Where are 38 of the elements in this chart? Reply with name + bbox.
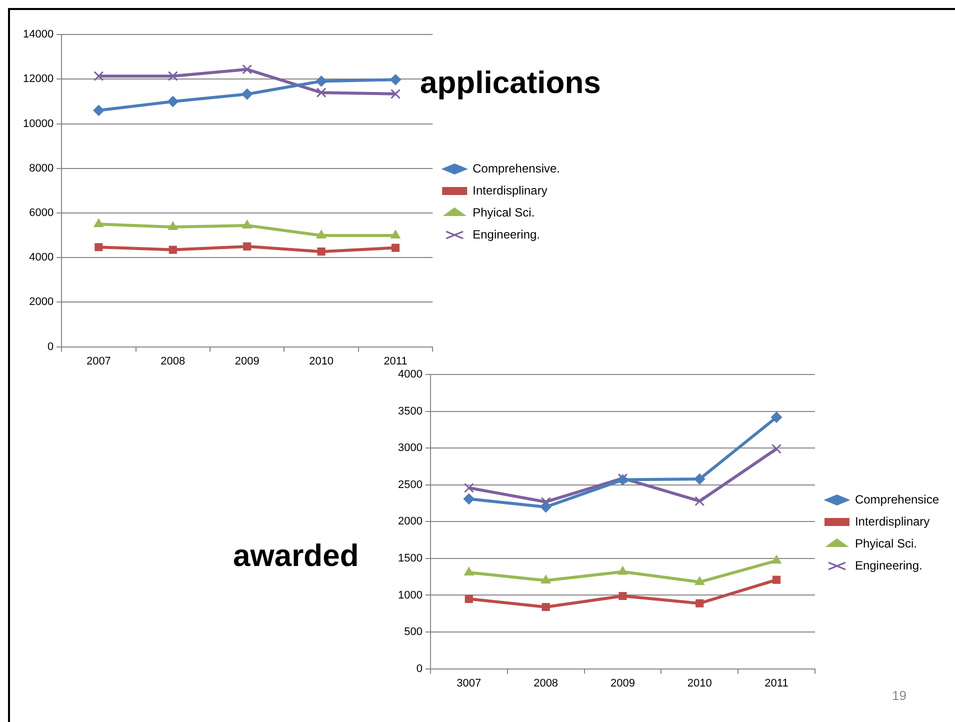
- legend-label: Engineering.: [854, 558, 922, 572]
- legend-label: Engineering.: [472, 227, 540, 242]
- y-tick-label: 0: [416, 662, 422, 675]
- text: 19: [892, 688, 906, 703]
- y-tick-label: 8000: [29, 162, 54, 174]
- x-tick-label: 3007: [456, 677, 482, 690]
- legend-label: Interdisplinary: [472, 183, 548, 198]
- y-tick-label: 6000: [29, 207, 54, 220]
- x-tick-label: 2011: [384, 355, 408, 368]
- x-tick-label: 2010: [687, 677, 712, 690]
- text: awarded: [233, 538, 359, 574]
- y-tick-label: 3000: [398, 442, 422, 454]
- x-tick-label: 2009: [234, 355, 260, 368]
- x-tick-label: 2010: [309, 355, 334, 368]
- y-tick-label: 3500: [398, 405, 422, 418]
- y-tick-label: 2000: [29, 296, 54, 308]
- y-tick-label: 0: [47, 340, 54, 353]
- y-tick-label: 14000: [22, 28, 54, 41]
- y-tick-label: 10000: [22, 118, 54, 130]
- x-tick-label: 2008: [534, 677, 558, 690]
- y-tick-label: 4000: [29, 252, 54, 264]
- y-tick-label: 1000: [398, 589, 422, 602]
- y-tick-label: 2500: [398, 478, 422, 491]
- y-tick-label: 1500: [398, 552, 422, 565]
- y-tick-label: 500: [404, 626, 422, 638]
- y-tick-label: 4000: [398, 368, 422, 381]
- x-tick-label: 2009: [610, 677, 635, 690]
- x-tick-label: 2007: [86, 355, 111, 368]
- legend-label: Comprehensice: [854, 492, 940, 506]
- y-tick-label: 12000: [22, 73, 54, 86]
- legend-label: Phyical Sci.: [854, 536, 917, 550]
- legend-label: Interdisplinary: [854, 514, 930, 528]
- legend-label: Comprehensive.: [472, 161, 560, 176]
- y-tick-label: 2000: [398, 516, 422, 528]
- x-tick-label: 2011: [764, 677, 788, 690]
- x-tick-label: 2008: [160, 355, 186, 368]
- legend-label: Phyical Sci.: [472, 205, 535, 220]
- text: applications: [420, 65, 601, 101]
